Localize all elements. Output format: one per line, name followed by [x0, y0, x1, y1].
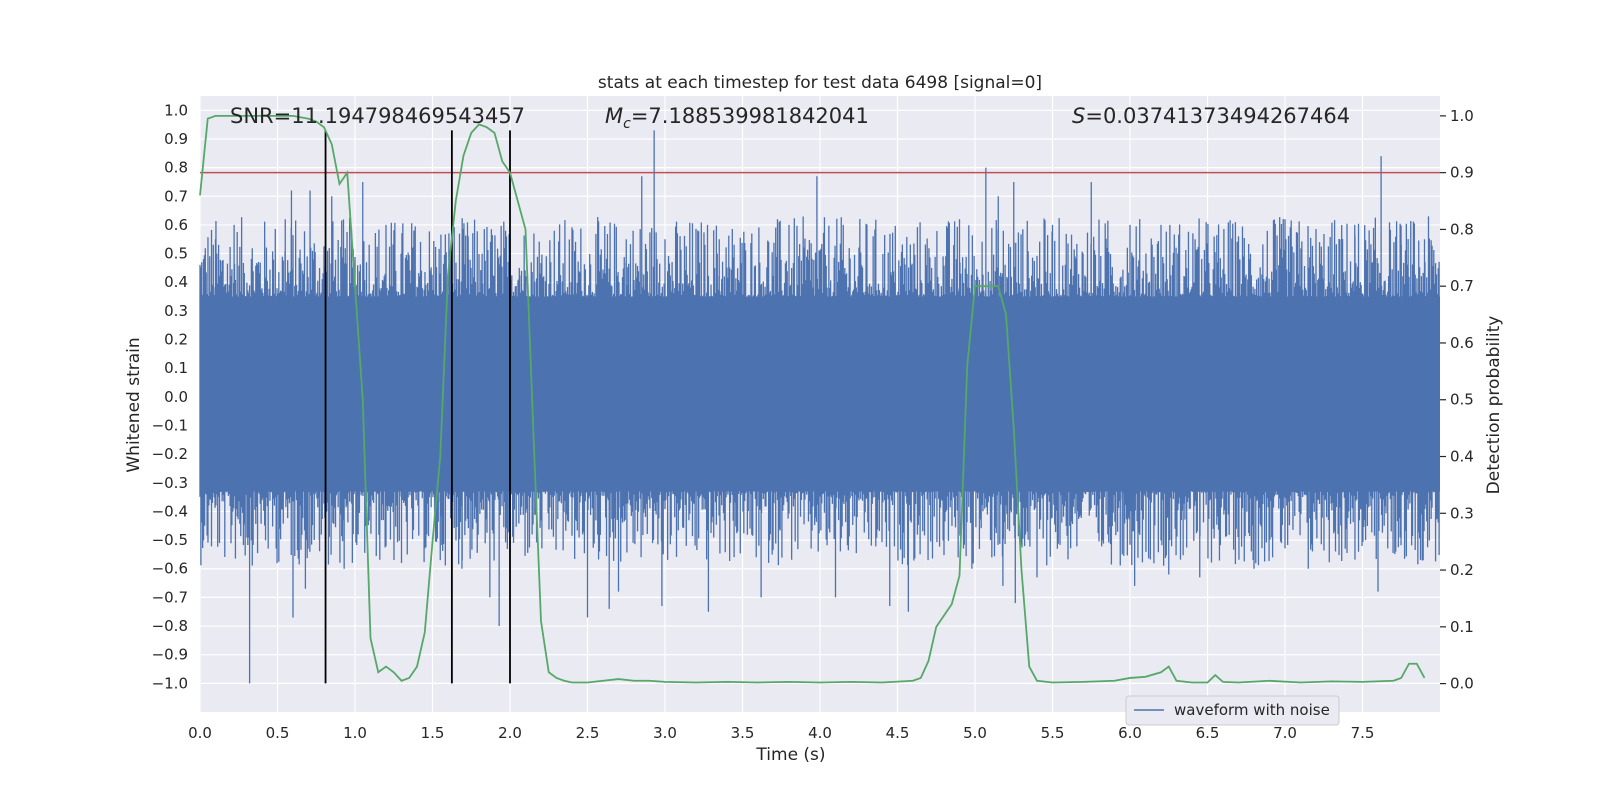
y-tick-label: −0.1: [152, 416, 188, 434]
vertical-markers: [324, 130, 511, 684]
left-y-axis-ticks: 1.0 0.9 0.8 0.7 0.6 0.5 0.4 0.3 0.2 0.1 0.0 −0.1 −0.…: [152, 101, 188, 692]
x-tick-label: 2.5: [576, 724, 600, 742]
y-tick-label: −0.6: [152, 560, 188, 578]
right-y-tick-label: 0.4: [1450, 448, 1474, 466]
right-y-tick-label: 0.5: [1450, 391, 1474, 409]
x-tick-label: 6.0: [1118, 724, 1142, 742]
y-tick-label: 0.3: [164, 302, 188, 320]
x-tick-label: 1.0: [343, 724, 367, 742]
legend-label: waveform with noise: [1174, 701, 1330, 719]
waveform-series: [199, 130, 1440, 684]
y-tick-label: −0.9: [152, 646, 188, 664]
chirp-mass-subscript: c: [623, 116, 631, 132]
right-y-tick-label: 0.7: [1450, 277, 1474, 295]
x-tick-label: 3.0: [653, 724, 677, 742]
y-axis-label: Whitened strain: [124, 337, 144, 472]
chirp-mass-value: =7.188539981842041: [631, 104, 869, 128]
y-tick-label: 0.2: [164, 331, 188, 349]
y-tick-label: 0.8: [164, 159, 188, 177]
x-tick-label: 5.0: [963, 724, 987, 742]
s-value: =0.03741373494267464: [1085, 104, 1350, 128]
right-y-tick-label: 0.1: [1450, 618, 1474, 636]
y-tick-label: 0.5: [164, 245, 188, 263]
waveform-trace: [199, 130, 1440, 684]
right-y-axis-label: Detection probability: [1484, 316, 1504, 495]
y-tick-label: 0.4: [164, 273, 188, 291]
chirp-mass-symbol: M: [605, 104, 623, 128]
x-tick-label: 0.5: [266, 724, 290, 742]
y-tick-label: 0.7: [164, 187, 188, 205]
x-tick-label: 0.0: [188, 724, 212, 742]
x-tick-label: 4.5: [886, 724, 910, 742]
y-tick-label: −0.3: [152, 474, 188, 492]
x-tick-label: 5.5: [1041, 724, 1065, 742]
right-y-axis-ticks: 1.0 0.9 0.8 0.7 0.6 0.5 0.4 0.3 0.2 0.1 0.0: [1440, 107, 1474, 693]
probability-series: [199, 114, 1426, 684]
right-y-tick-label: 1.0: [1450, 107, 1474, 125]
x-axis-ticks: 0.0 0.5 1.0 1.5 2.0 2.5 3.0 3.5 4.0 4.5 5.0 5.5 6.0 6…: [188, 724, 1374, 742]
legend: waveform with noise: [1125, 695, 1340, 726]
x-tick-label: 3.5: [731, 724, 755, 742]
y-tick-label: 0.6: [164, 216, 188, 234]
chirp-mass-annotation: Mc=7.188539981842041: [605, 104, 869, 132]
right-y-tick-label: 0.8: [1450, 220, 1474, 238]
x-tick-label: 1.5: [421, 724, 445, 742]
y-tick-label: −0.7: [152, 588, 188, 606]
y-tick-label: 1.0: [164, 101, 188, 119]
y-tick-label: −0.8: [152, 617, 188, 635]
x-tick-label: 6.5: [1196, 724, 1220, 742]
y-tick-label: −0.5: [152, 531, 188, 549]
s-symbol: S: [1072, 104, 1085, 128]
x-axis-label: Time (s): [755, 745, 825, 765]
right-y-tick-label: 0.9: [1450, 164, 1474, 182]
y-tick-label: 0.0: [164, 388, 188, 406]
right-y-tick-label: 0.2: [1450, 561, 1474, 579]
legend-box: [1125, 695, 1340, 726]
snr-annotation: SNR=11.194798469543457: [230, 104, 525, 128]
x-tick-label: 7.5: [1351, 724, 1375, 742]
right-y-tick-label: 0.6: [1450, 334, 1474, 352]
right-y-tick-label: 0.3: [1450, 504, 1474, 522]
y-tick-label: 0.9: [164, 130, 188, 148]
x-tick-label: 2.0: [498, 724, 522, 742]
y-tick-label: −0.4: [152, 502, 188, 520]
chart-title: stats at each timestep for test data 649…: [598, 73, 1042, 93]
x-tick-label: 7.0: [1273, 724, 1297, 742]
right-y-tick-label: 0.0: [1450, 675, 1474, 693]
y-tick-label: 0.1: [164, 359, 188, 377]
y-tick-label: −0.2: [152, 445, 188, 463]
s-annotation: S=0.03741373494267464: [1072, 104, 1350, 128]
y-tick-label: −1.0: [152, 674, 188, 692]
x-tick-label: 4.0: [808, 724, 832, 742]
